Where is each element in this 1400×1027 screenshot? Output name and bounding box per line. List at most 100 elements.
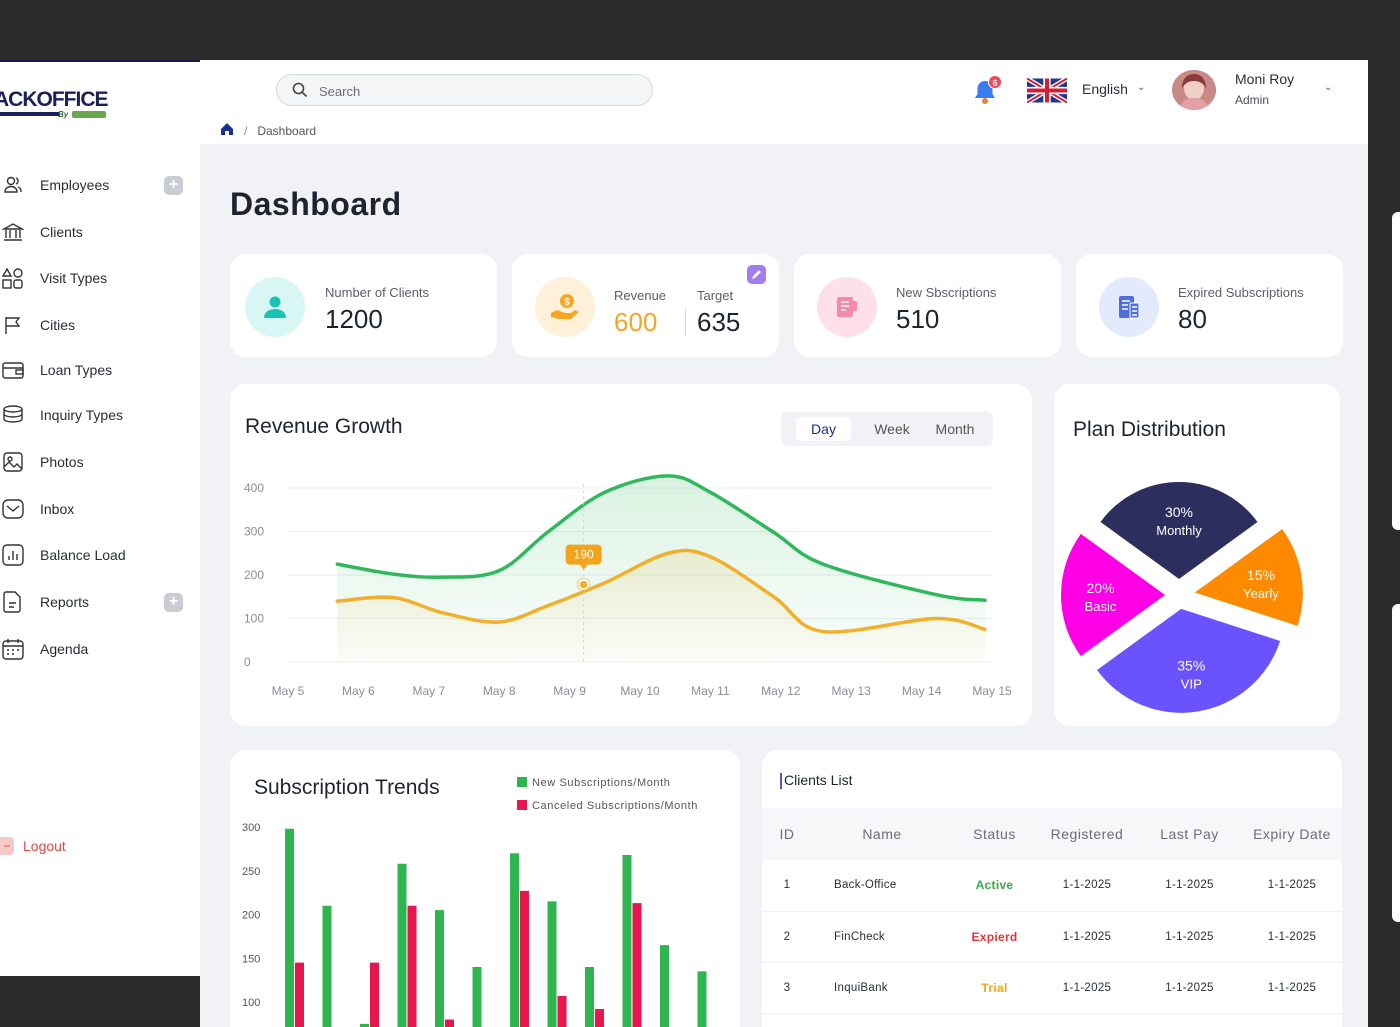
y-tick-label: 300 (242, 822, 260, 834)
sidebar-item-label: Loan Types (40, 362, 113, 378)
tooltip-box (565, 544, 602, 565)
plan-distribution-chart: 30% Monthly 15% Yearly 35% VIP 20% Basic (1061, 482, 1303, 713)
sidebar-item-label: Employees (40, 177, 110, 193)
home-icon[interactable] (220, 122, 234, 139)
bar-canceled (295, 962, 304, 1027)
column-header-registered[interactable]: Registered (1037, 808, 1137, 860)
user-menu-chevron-icon[interactable]: ⌄ (1324, 82, 1333, 93)
edit-target-button[interactable] (747, 265, 766, 284)
series-line (335, 474, 987, 602)
sidebar-item-clients[interactable]: Clients (0, 217, 200, 247)
slice-percent-label: 15% (1247, 567, 1275, 583)
x-tick-label: May 9 (553, 684, 586, 698)
sidebar-item-inbox[interactable]: Inbox (0, 494, 200, 524)
column-header-name[interactable]: Name (812, 808, 952, 860)
sidebar-item-reports[interactable]: Reports + (0, 587, 200, 617)
target-label: Target (697, 288, 734, 303)
table-row[interactable]: 2 FinCheck Expierd 1-1-2025 1-1-2025 1-1… (762, 911, 1342, 963)
x-tick-label: May 8 (483, 684, 516, 698)
search-bar[interactable] (276, 74, 653, 106)
plan-distribution-card: Plan Distribution 30% Monthly 15% Yearly 35%… (1054, 384, 1340, 726)
sidebar-item-inquiry-types[interactable]: Inquiry Types (0, 400, 200, 430)
chevron-down-icon[interactable]: ⌄ (1137, 82, 1146, 93)
revenue-growth-card: Revenue Growth Day Week Month 0 100 200 300… (230, 384, 1032, 726)
logout-button[interactable]: − Logout (0, 834, 66, 858)
bar-new (397, 863, 407, 1027)
pie-slice (1097, 608, 1281, 713)
money-hand-icon: $ (535, 277, 595, 337)
bar-new (472, 967, 482, 1027)
bar-new (360, 1023, 369, 1027)
search-input[interactable] (319, 81, 619, 101)
stat-card-expired-subscriptions[interactable]: Expired Subscriptions 80 (1076, 254, 1343, 357)
cell-status: Expierd (952, 911, 1037, 963)
toggle-month[interactable]: Month (935, 421, 975, 437)
add-report-button[interactable]: + (164, 592, 183, 612)
bar-new (510, 853, 519, 1027)
legend-swatch (517, 777, 527, 787)
sidebar-item-photos[interactable]: Photos (0, 447, 200, 477)
subscription-trends-card: Subscription Trends 100 150 200 250 300 New S… (230, 750, 740, 1027)
stat-card-revenue[interactable]: $ Revenue 600 Target 635 (512, 254, 779, 357)
uk-flag-icon[interactable] (1025, 76, 1069, 105)
bar-chart-icon (2, 544, 24, 566)
add-employee-button[interactable]: + (164, 175, 183, 195)
logo-by: By (58, 110, 69, 119)
page-title: Dashboard (230, 186, 402, 222)
legend-label: Canceled Subscriptions/Month (532, 800, 698, 812)
table-row[interactable]: 3 InquiBank Trial 1-1-2025 1-1-2025 1-1-… (762, 962, 1342, 1014)
toggle-week[interactable]: Week (874, 421, 910, 437)
logo-underline (0, 112, 60, 116)
table-row[interactable]: 1 Back-Office Active 1-1-2025 1-1-2025 1… (762, 860, 1342, 912)
bar-new (322, 905, 332, 1027)
app-logo[interactable]: ACKOFFICE By (0, 88, 200, 122)
sidebar-item-visit-types[interactable]: Visit Types (0, 263, 200, 293)
sidebar-item-label: Photos (40, 454, 84, 470)
expired-document-icon (1099, 277, 1159, 337)
sidebar-item-label: Reports (40, 594, 90, 610)
x-tick-label: May 5 (272, 684, 305, 698)
subscription-trends-title: Subscription Trends (254, 776, 440, 799)
column-header-status[interactable]: Status (952, 808, 1037, 860)
sidebar-item-cities[interactable]: Cities (0, 310, 200, 340)
sidebar-item-label: Agenda (40, 641, 89, 657)
language-selector[interactable]: English (1082, 81, 1128, 97)
cell-registered: 1-1-2025 (1037, 962, 1137, 1014)
breadcrumb-separator: / (244, 123, 248, 138)
slice-percent-label: 20% (1087, 580, 1115, 596)
bar-canceled (632, 903, 642, 1027)
column-header-last-pay[interactable]: Last Pay (1137, 808, 1242, 860)
cell-status: Trial (952, 962, 1037, 1014)
bar-new (697, 971, 707, 1027)
stat-card-new-subscriptions[interactable]: New Sbscriptions 510 (794, 254, 1061, 357)
y-tick-label: 200 (244, 568, 264, 582)
avatar[interactable] (1172, 70, 1216, 110)
toggle-day[interactable]: Day (796, 417, 851, 441)
column-header-id[interactable]: ID (762, 808, 812, 860)
cell-name: InquiBank (812, 962, 952, 1014)
sidebar-item-label: Balance Load (40, 547, 126, 563)
clients-table: ID Name Status Registered Last Pay Expir… (762, 808, 1342, 1014)
x-tick-label: May 13 (832, 684, 872, 698)
revenue-label: Revenue (614, 288, 667, 303)
sidebar-item-balance-load[interactable]: Balance Load (0, 540, 200, 570)
notifications-button[interactable]: 6 (972, 75, 1002, 106)
coins-icon (2, 404, 24, 426)
bar-canceled (445, 1019, 454, 1027)
slice-percent-label: 35% (1177, 658, 1205, 674)
stat-value: 1200 (325, 304, 383, 334)
divider (685, 308, 686, 336)
y-tick-label: 400 (244, 481, 264, 495)
search-icon (292, 82, 308, 103)
tooltip-label: 190 (574, 548, 594, 562)
sidebar-item-label: Clients (40, 224, 83, 240)
stat-card-clients[interactable]: Number of Clients 1200 (230, 254, 497, 357)
sidebar-item-employees[interactable]: Employees + (0, 170, 200, 200)
x-tick-label: May 15 (972, 684, 1012, 698)
sidebar-item-agenda[interactable]: Agenda (0, 634, 200, 664)
column-header-expiry-date[interactable]: Expiry Date (1242, 808, 1342, 860)
sidebar-item-loan-types[interactable]: Loan Types (0, 355, 200, 385)
edge-panel (1392, 604, 1400, 922)
logout-label: Logout (23, 838, 66, 854)
bar-new (285, 828, 294, 1027)
